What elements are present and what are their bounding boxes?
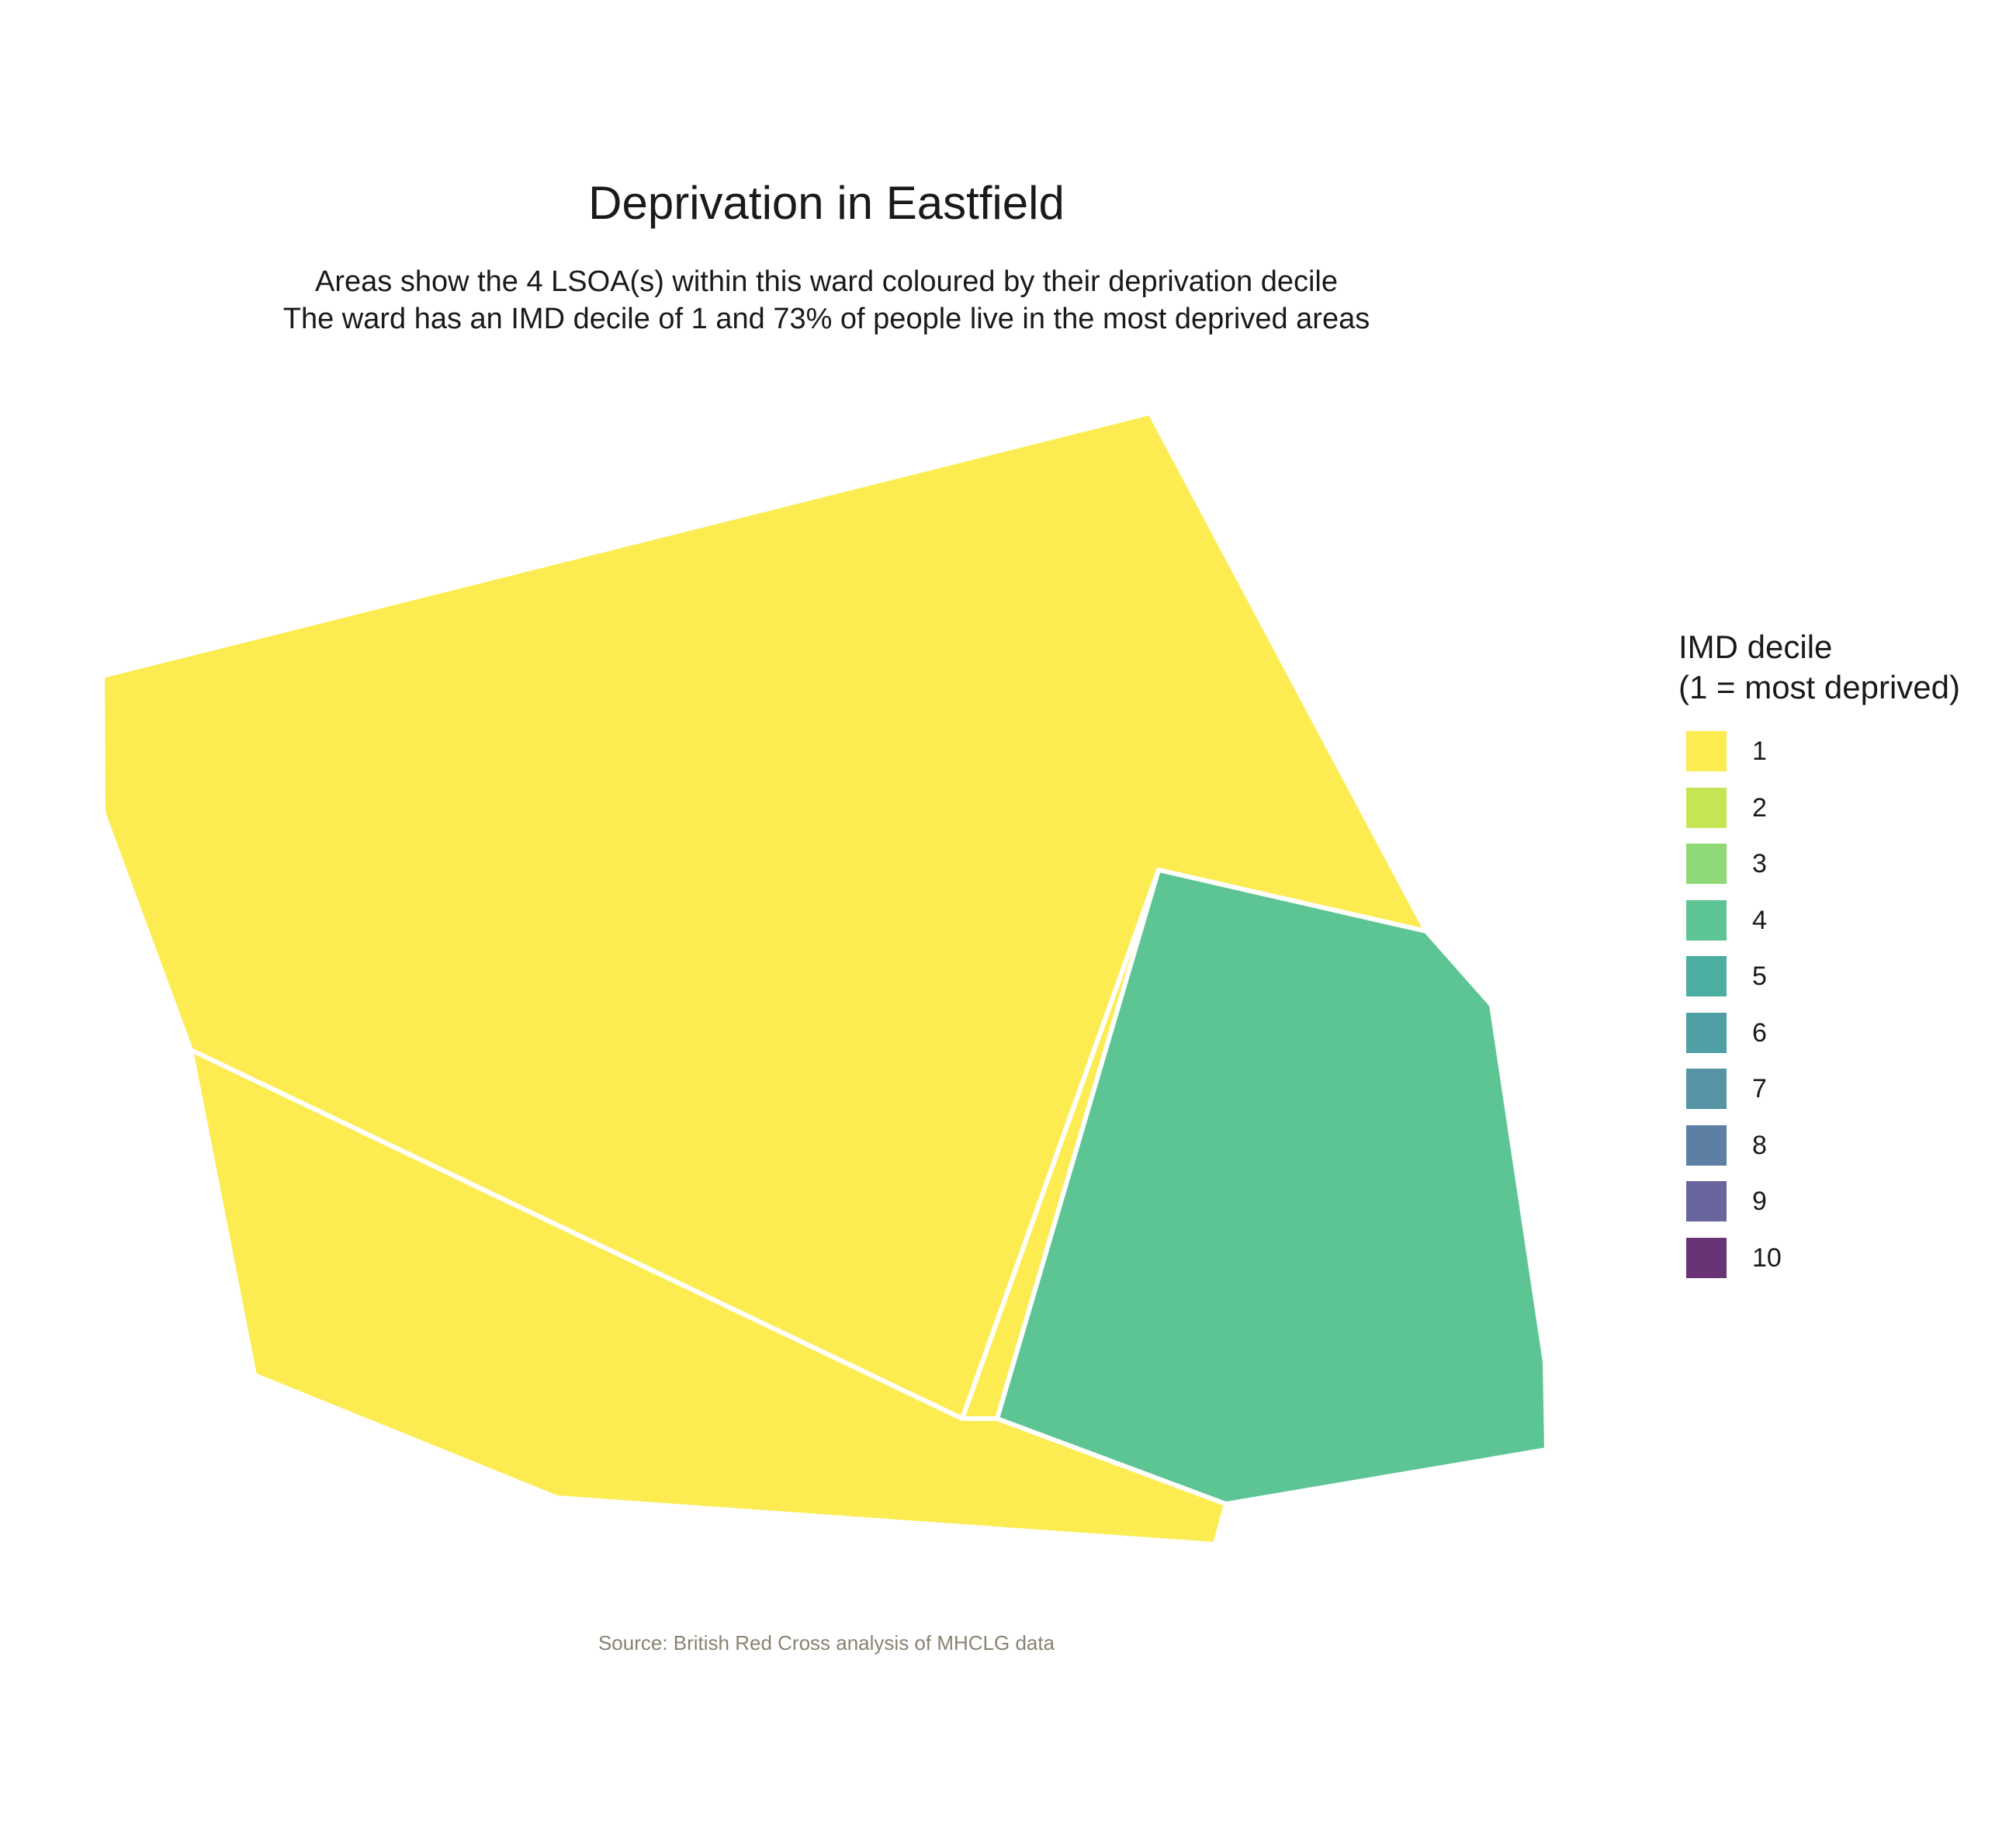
legend: IMD decile (1 = most deprived) 1 2 3 4 5 6 7 8 9… bbox=[1678, 627, 2004, 1294]
legend-items: 1 2 3 4 5 6 7 8 9 10 bbox=[1678, 731, 2004, 1294]
legend-label-9: 9 bbox=[1752, 1187, 1767, 1216]
legend-item-9: 9 bbox=[1678, 1181, 2004, 1238]
legend-label-2: 2 bbox=[1752, 792, 1767, 823]
legend-item-5: 5 bbox=[1678, 956, 2004, 1013]
legend-label-1: 1 bbox=[1752, 736, 1767, 766]
legend-key-6 bbox=[1686, 1012, 1727, 1053]
legend-key-8 bbox=[1686, 1124, 1727, 1166]
legend-label-7: 7 bbox=[1752, 1074, 1767, 1104]
chart-subtitle-line-2: The ward has an IMD decile of 1 and 73% … bbox=[282, 303, 1370, 335]
legend-label-8: 8 bbox=[1752, 1130, 1767, 1160]
map-area-lsoa-4 bbox=[995, 868, 1549, 1506]
source-caption: Source: British Red Cross analysis of MH… bbox=[598, 1631, 1055, 1655]
legend-label-10: 10 bbox=[1752, 1242, 1782, 1273]
legend-key-9 bbox=[1686, 1181, 1727, 1221]
legend-key-7 bbox=[1686, 1069, 1727, 1109]
legend-key-4 bbox=[1686, 899, 1727, 941]
legend-key-5 bbox=[1686, 956, 1727, 996]
legend-key-1 bbox=[1686, 731, 1727, 771]
legend-item-3: 3 bbox=[1678, 844, 2004, 900]
legend-key-3 bbox=[1686, 844, 1727, 884]
legend-item-7: 7 bbox=[1678, 1069, 2004, 1125]
legend-key-2 bbox=[1686, 787, 1727, 828]
chart-subtitle-line-1: Areas show the 4 LSOA(s) within this war… bbox=[315, 265, 1338, 298]
legend-title: IMD decile (1 = most deprived) bbox=[1678, 627, 2004, 708]
legend-title-line-2: (1 = most deprived) bbox=[1678, 669, 1960, 705]
legend-item-10: 10 bbox=[1678, 1237, 2004, 1294]
legend-key-10 bbox=[1686, 1237, 1727, 1278]
legend-title-line-1: IMD decile bbox=[1678, 629, 1833, 665]
legend-label-5: 5 bbox=[1752, 962, 1767, 991]
legend-item-2: 2 bbox=[1678, 787, 2004, 844]
legend-label-4: 4 bbox=[1752, 905, 1767, 935]
legend-item-6: 6 bbox=[1678, 1012, 2004, 1069]
legend-item-1: 1 bbox=[1678, 731, 2004, 788]
legend-item-8: 8 bbox=[1678, 1124, 2004, 1182]
legend-item-4: 4 bbox=[1678, 899, 2004, 957]
legend-label-3: 3 bbox=[1752, 849, 1767, 878]
legend-label-6: 6 bbox=[1752, 1017, 1767, 1048]
chart-title: Deprivation in Eastfield bbox=[588, 177, 1065, 229]
